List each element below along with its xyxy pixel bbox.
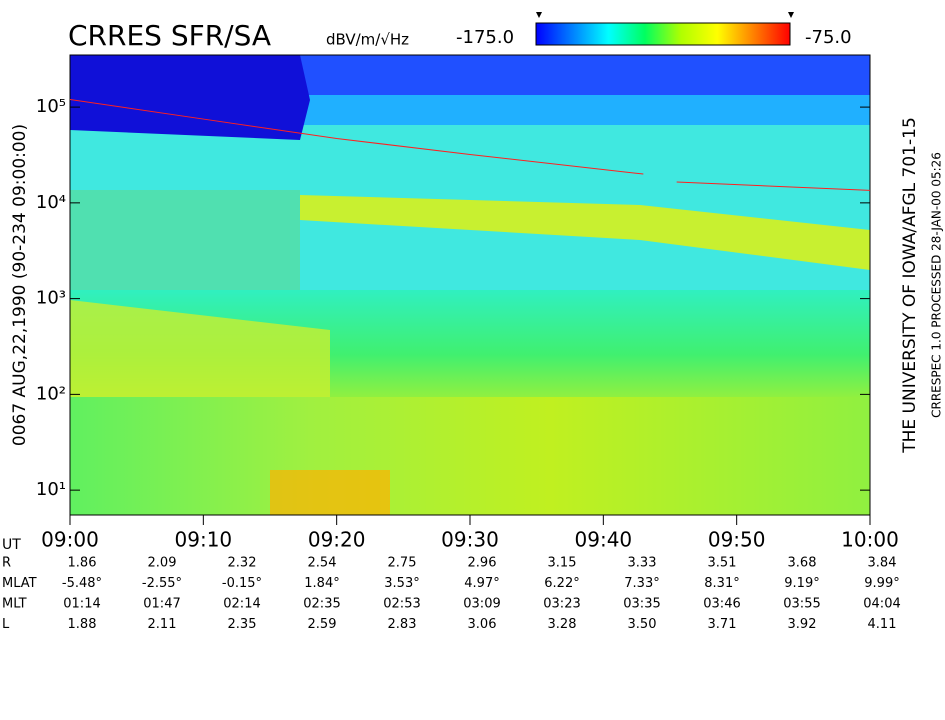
right-label: CRRESPEC 1.0 PROCESSED 28-JAN-00 05:26 [930, 152, 944, 418]
ephemeris-value: 4.97° [464, 576, 499, 591]
ephemeris-value: 02:14 [223, 597, 260, 612]
ephemeris-value: 2.59 [308, 617, 337, 632]
colorbar-label: dBV/m/√Hz [326, 31, 409, 49]
spectrogram-region [300, 195, 870, 270]
ephemeris-value: 2.35 [228, 617, 257, 632]
ephemeris-value: 01:47 [143, 597, 180, 612]
y-tick-label: 10¹ [36, 479, 66, 500]
y-tick-label: 10⁵ [36, 96, 66, 117]
colorbar [535, 22, 791, 46]
x-tick-label: 09:30 [441, 528, 499, 552]
ephemeris-value: 3.71 [708, 617, 737, 632]
y-tick-label: 10³ [36, 288, 66, 309]
ephemeris-row-label: R [2, 556, 11, 571]
ephemeris-value: 4.11 [868, 617, 897, 632]
ephemeris-value: 2.75 [388, 556, 417, 571]
spectrogram [70, 55, 870, 515]
ephemeris-value: 03:55 [783, 597, 820, 612]
ephemeris-value: 3.15 [548, 556, 577, 571]
ephemeris-value: 03:09 [463, 597, 500, 612]
ephemeris-value: 2.54 [308, 556, 337, 571]
ephemeris-value: 2.83 [388, 617, 417, 632]
ephemeris-value: 3.28 [548, 617, 577, 632]
ephemeris-value: 2.09 [148, 556, 177, 571]
ephemeris-value: -2.55° [142, 576, 182, 591]
chart-title: CRRES SFR/SA [68, 19, 271, 52]
ephemeris-value: 1.86 [68, 556, 97, 571]
x-tick-label: 10:00 [841, 528, 899, 552]
spectrogram-region [270, 470, 390, 515]
y-tick-label: 10² [36, 383, 66, 404]
ephemeris-value: 03:46 [703, 597, 740, 612]
ephemeris-value: 3.68 [788, 556, 817, 571]
ephemeris-value: 2.32 [228, 556, 257, 571]
ephemeris-value: 7.33° [624, 576, 659, 591]
ephemeris-value: 1.84° [304, 576, 339, 591]
ephemeris-value: 9.19° [784, 576, 819, 591]
ephemeris-row-label: MLAT [2, 576, 37, 591]
ephemeris-value: 02:35 [303, 597, 340, 612]
y-axis-label: 0067 AUG,22,1990 (90-234 09:00:00) [10, 124, 30, 446]
x-tick-label: 09:10 [175, 528, 233, 552]
ephemeris-value: 2.96 [468, 556, 497, 571]
ephemeris-value: 04:04 [863, 597, 900, 612]
ephemeris-value: 3.84 [868, 556, 897, 571]
y-tick-label: 10⁴ [36, 192, 66, 213]
ephemeris-value: 02:53 [383, 597, 420, 612]
ephemeris-value: 01:14 [63, 597, 100, 612]
ephemeris-value: 6.22° [544, 576, 579, 591]
ephemeris-value: 3.92 [788, 617, 817, 632]
colorbar-max-label: -75.0 [805, 27, 852, 48]
spectrogram-region [300, 95, 870, 125]
ephemeris-row-label: L [2, 617, 10, 632]
ephemeris-row-label: MLT [2, 597, 27, 612]
colorbar-min-label: -175.0 [456, 27, 514, 48]
series-line [69, 99, 871, 191]
ephemeris-value: 3.51 [708, 556, 737, 571]
x-tick-label: 09:00 [41, 528, 99, 552]
right-label: THE UNIVERSITY OF IOWA/AFGL 701-15 [900, 117, 920, 454]
spectrogram-region [70, 55, 310, 140]
ephemeris-value: 3.53° [384, 576, 419, 591]
x-tick-label: 09:40 [575, 528, 633, 552]
spectrogram-region [70, 397, 870, 515]
x-tick-label: 09:20 [308, 528, 366, 552]
ephemeris-value: 03:23 [543, 597, 580, 612]
ephemeris-value: 03:35 [623, 597, 660, 612]
colorbar-markers [536, 12, 794, 18]
ephemeris-value: 2.11 [148, 617, 177, 632]
ephemeris-value: 1.88 [68, 617, 97, 632]
ephemeris-value: 3.06 [468, 617, 497, 632]
ephemeris-value: 3.50 [628, 617, 657, 632]
ephemeris-value: -0.15° [222, 576, 262, 591]
x-tick-label: 09:50 [708, 528, 766, 552]
spectrogram-region [70, 300, 330, 397]
ephemeris-value: 8.31° [704, 576, 739, 591]
x-axis-name: UT [2, 537, 21, 553]
ephemeris-value: -5.48° [62, 576, 102, 591]
ephemeris-value: 9.99° [864, 576, 899, 591]
spectrogram-region [300, 55, 870, 95]
spectrogram-region [70, 190, 300, 300]
ephemeris-value: 3.33 [628, 556, 657, 571]
